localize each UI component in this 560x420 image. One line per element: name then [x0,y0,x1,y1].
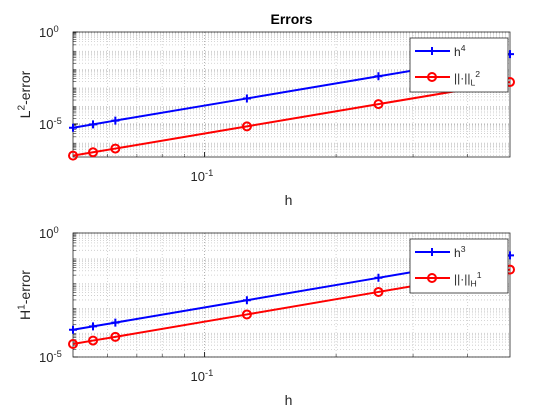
marker [241,309,252,320]
text-part: -error [17,270,33,305]
axes-box [72,31,511,158]
legend-box [409,238,509,294]
text-part: 10 [39,350,53,365]
marker [373,286,384,297]
legend-label: ||·||L2 [454,69,480,87]
x-tick-label: 10-1 [191,368,214,384]
legend-marker [428,47,436,55]
text-part: -error [17,70,33,105]
marker [69,325,77,334]
x-axis-label: h [285,392,293,408]
marker [373,99,384,110]
axes-box [72,232,511,358]
text-part: 10 [191,169,205,184]
marker [89,322,98,331]
text-part: ||·|| [454,71,470,85]
marker [88,147,99,158]
legend-label: h4 [454,43,466,59]
text-part: 10 [39,117,53,132]
text-part: 1 [16,304,27,310]
legend-label: ||·||H1 [454,270,482,288]
text-part: H [17,310,33,320]
marker [68,150,78,161]
text-part: -5 [53,116,61,126]
legend-marker [427,273,437,283]
marker [69,123,77,132]
marker [88,335,99,346]
marker [242,94,251,103]
marker [242,296,251,305]
text-part: 10 [191,369,205,384]
text-part: H [470,279,476,289]
marker [111,318,120,327]
text-part: 1 [477,270,482,280]
text-part: 4 [461,43,466,53]
text-part: ||·|| [454,272,470,286]
text-part: 3 [461,244,466,254]
y-axis-label: H1-error [16,270,33,320]
marker [241,121,252,132]
text-part: 2 [16,105,27,111]
legend-box [409,37,509,93]
chart-title: Errors [270,11,312,27]
y-tick-label: 100 [39,24,59,40]
text-part: 0 [53,24,58,34]
marker [68,338,78,349]
text-part: L [470,78,475,88]
text-part: 10 [39,226,53,241]
x-tick-label: 10-1 [191,168,214,184]
marker [111,116,120,125]
text-part: 0 [53,225,58,235]
legend-marker [428,248,436,256]
x-axis-label: h [285,192,293,208]
marker [110,331,121,342]
marker [374,273,383,282]
y-tick-label: 10-5 [39,349,62,365]
legend-marker [427,72,437,82]
text-part: 2 [475,69,480,79]
text-part: 10 [39,25,53,40]
y-axis-label: L2-error [16,70,33,118]
text-part: h [454,45,461,59]
marker [89,120,98,129]
marker [110,143,121,154]
text-part: -1 [205,368,213,378]
text-part: -5 [53,349,61,359]
marker [374,72,383,81]
legend-label: h3 [454,244,466,260]
text-part: h [454,246,461,260]
y-tick-label: 100 [39,225,59,241]
text-part: L [17,110,33,118]
text-part: -1 [205,168,213,178]
y-tick-label: 10-5 [39,116,62,132]
